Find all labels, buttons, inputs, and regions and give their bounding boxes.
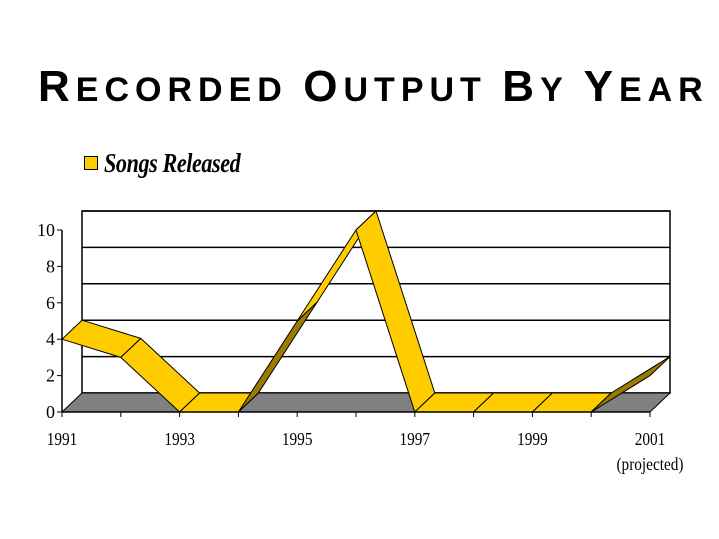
- title-word: BY: [502, 62, 569, 111]
- title-word: YEAR: [583, 62, 709, 111]
- series-layer: [61, 210, 671, 413]
- y-tick-label: 6: [46, 293, 55, 313]
- x-tick-label: 1997: [400, 429, 431, 449]
- legend: Songs Released: [84, 146, 270, 180]
- series-segment: [590, 356, 671, 413]
- legend-label: Songs Released: [104, 147, 241, 178]
- y-tick-label: 2: [46, 366, 55, 386]
- chart-title: RECORDED OUTPUT BY YEAR: [38, 62, 703, 122]
- legend-swatch: [84, 156, 98, 170]
- x-tick-label: 1999: [517, 429, 548, 449]
- y-tick-label: 8: [46, 256, 55, 276]
- y-tick-label: 10: [37, 220, 55, 240]
- x-tick-label: 1991: [47, 429, 78, 449]
- grid-layer: [81, 210, 671, 394]
- title-word: OUTPUT: [303, 62, 487, 111]
- x-tick-sublabel: (projected): [616, 454, 683, 474]
- y-tick-label: 0: [46, 402, 55, 422]
- x-tick-label: 1995: [282, 429, 313, 449]
- y-tick-label: 4: [46, 329, 55, 349]
- x-tick-label: 2001: [635, 429, 666, 449]
- axis-layer: 0 2 4 6 8 10 1991 1993 1995 1997 1999 2001 (projecte…: [37, 220, 684, 474]
- title-word: RECORDED: [38, 62, 288, 111]
- x-tick-label: 1993: [164, 429, 195, 449]
